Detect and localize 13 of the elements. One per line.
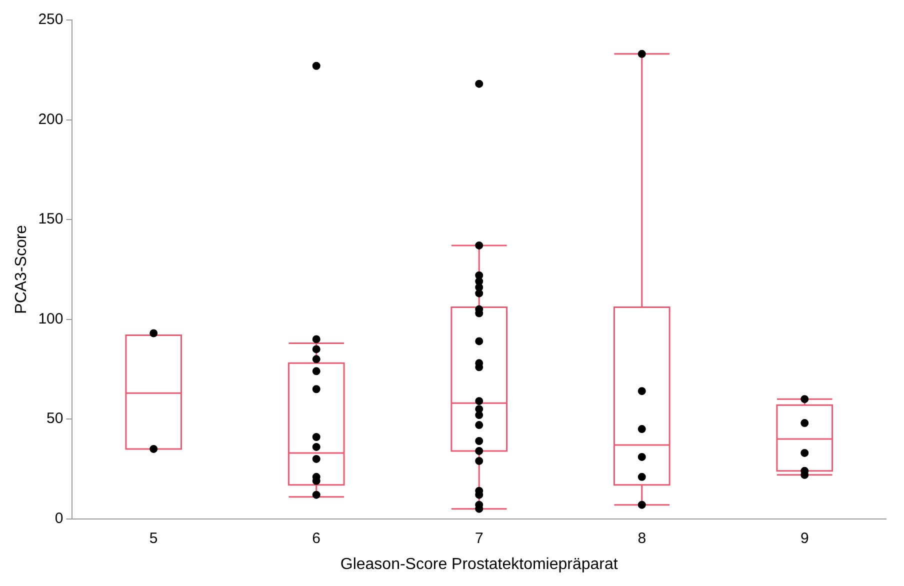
y-tick-label: 250	[38, 11, 64, 28]
y-axis-title: PCA3-Score	[13, 224, 30, 314]
y-tick-label: 0	[54, 510, 64, 527]
x-tick-label: 9	[800, 530, 809, 547]
y-tick-label: 100	[38, 310, 64, 328]
x-tick-label: 5	[149, 530, 158, 547]
y-tick-label: 50	[46, 410, 64, 428]
x-tick-label: 6	[312, 530, 321, 547]
x-tick-label: 8	[638, 530, 646, 547]
x-axis-title: Gleason-Score Prostatektomiepräparat	[340, 556, 618, 573]
x-tick-label: 7	[474, 530, 484, 547]
y-tick-label: 150	[38, 210, 64, 228]
y-tick-label: 200	[38, 110, 64, 128]
